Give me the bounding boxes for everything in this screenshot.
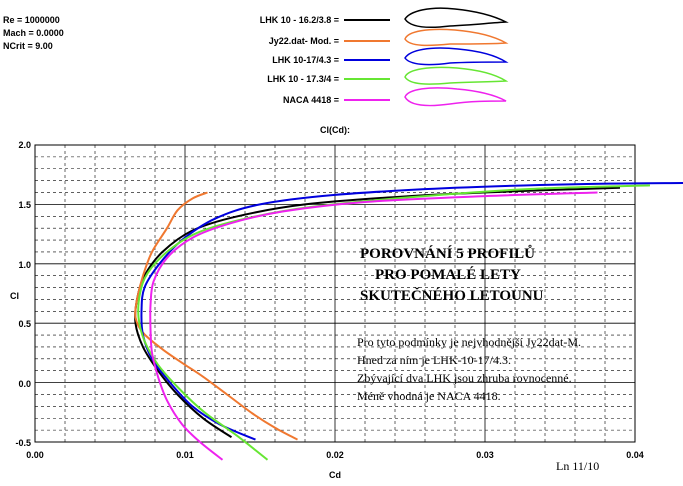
y-tick-label: 1.0 — [18, 260, 31, 270]
series-line-3 — [137, 184, 651, 461]
series-line-0 — [134, 186, 621, 439]
condition-ncrit: NCrit = 9.00 — [3, 41, 53, 51]
legend-label-3: LHK 10 - 17.3/4 = — [267, 74, 339, 84]
x-tick-label: 0.04 — [626, 450, 644, 460]
series-line-4 — [149, 191, 598, 461]
x-tick-label: 0.01 — [176, 450, 194, 460]
legend: LHK 10 - 16.2/3.8 = Jy22.dat- Mod. = LHK… — [260, 7, 509, 107]
series-line-2 — [140, 182, 683, 441]
note-line-4: Méně vhodná je NACA 4418. — [357, 389, 501, 403]
y-tick-label: 2.0 — [18, 140, 31, 150]
heading-line-3: SKUTEČNÉHO LETOUNU — [360, 287, 544, 304]
y-tick-label: 0.5 — [18, 319, 31, 329]
x-tick-label: 0.00 — [26, 450, 44, 460]
condition-mach: Mach = 0.0000 — [3, 28, 64, 38]
airfoil-shape-1 — [404, 28, 509, 47]
series-line-1 — [134, 191, 298, 441]
heading-line-2: PRO POMALÉ LETY — [375, 266, 521, 283]
note-line-3: Zbývající dva LHK jsou zhruba rovnocenné… — [357, 371, 572, 385]
chart-title: Cl(Cd): — [320, 125, 350, 135]
y-tick-label: 0.0 — [18, 379, 31, 389]
legend-label-2: LHK 10-17/4.3 = — [272, 55, 339, 65]
x-tick-label: 0.02 — [326, 450, 344, 460]
plot-frame — [34, 144, 636, 443]
note-line-1: Pro tyto podmínky je nejvhodnější Jy22da… — [357, 335, 581, 349]
x-axis-label: Cd — [329, 470, 341, 480]
y-axis-label: Cl — [10, 291, 19, 301]
x-tick-label: 0.03 — [476, 450, 494, 460]
y-tick-label: 1.5 — [18, 200, 31, 210]
airfoil-shape-3 — [404, 66, 509, 85]
series-layer — [134, 182, 683, 461]
note-line-2: Hned za ním je LHK-10-17/4.3. — [357, 353, 511, 367]
y-tick-label: -0.5 — [15, 438, 31, 448]
airfoil-shape-0 — [404, 7, 509, 29]
condition-re: Re = 1000000 — [3, 15, 60, 25]
stamp-label: Ln 11/10 — [556, 459, 599, 473]
airfoil-shape-2 — [404, 47, 509, 66]
heading-line-1: POROVNÁNÍ 5 PROFILŮ — [360, 245, 535, 262]
legend-label-1: Jy22.dat- Mod. = — [269, 36, 339, 46]
legend-label-0: LHK 10 - 16.2/3.8 = — [260, 15, 339, 25]
airfoil-shape-4 — [404, 87, 507, 107]
legend-label-4: NACA 4418 = — [283, 95, 339, 105]
